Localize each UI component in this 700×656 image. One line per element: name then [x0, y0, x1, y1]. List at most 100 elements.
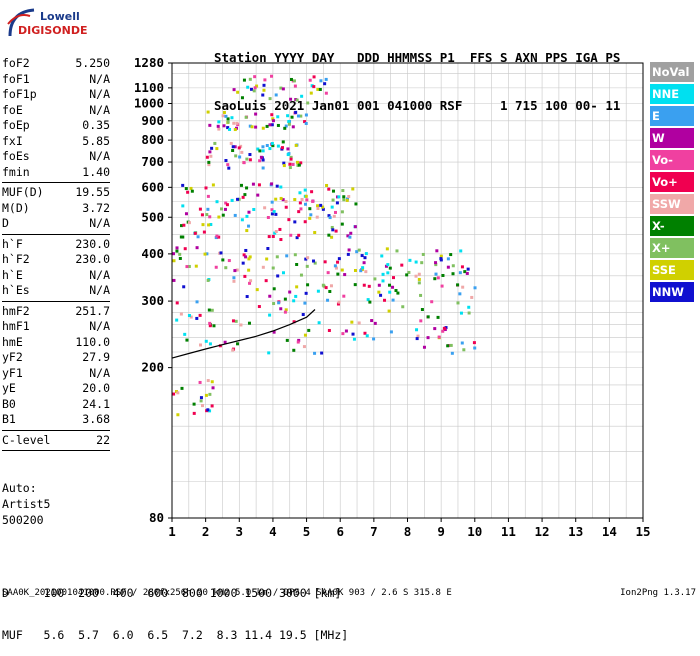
echo-point [223, 207, 227, 211]
echo-point [467, 311, 471, 315]
echo-point [281, 271, 285, 275]
x-tick-label: 4 [269, 524, 277, 539]
param-row: C-level 22 [2, 433, 110, 449]
echo-point [256, 193, 260, 197]
echo-point [301, 313, 305, 317]
echo-point [426, 336, 430, 340]
echo-point [214, 265, 218, 269]
echo-point [300, 94, 304, 98]
param-row: hmF2 251.7 [2, 304, 110, 320]
echo-point [276, 115, 280, 119]
echo-point [270, 212, 274, 216]
echo-point [245, 157, 249, 161]
legend-item-noval: NoVal [650, 62, 694, 82]
echo-point [206, 379, 210, 383]
echo-point [327, 214, 331, 218]
echo-point [388, 290, 392, 294]
echo-point [363, 256, 367, 260]
echo-point [207, 308, 211, 312]
param-label: foE [2, 102, 23, 117]
echo-point [299, 161, 303, 165]
echo-point [272, 210, 276, 214]
echo-point [226, 117, 230, 121]
echo-point [209, 222, 213, 226]
echo-point [217, 120, 221, 124]
echo-point [248, 77, 252, 81]
echo-points [172, 74, 477, 417]
param-value: 24.1 [82, 396, 110, 411]
echo-point [246, 85, 250, 89]
legend-item-ssw: SSW [650, 194, 694, 214]
echo-point [237, 197, 241, 201]
echo-point [257, 183, 261, 187]
echo-point [312, 259, 316, 263]
echo-point [232, 279, 236, 283]
echo-point [282, 164, 286, 168]
echo-point [235, 121, 239, 125]
param-value: N/A [89, 71, 110, 86]
trace-curve [171, 309, 316, 359]
echo-point [345, 198, 349, 202]
echo-point [176, 391, 180, 395]
echo-point [263, 78, 267, 82]
echo-point [224, 201, 228, 205]
logo-arc-icon [7, 8, 35, 37]
echo-point [388, 283, 392, 287]
header-line1: Station YYYY DAY DDD HHMMSS P1 FFS S AXN… [214, 50, 621, 65]
echo-point [250, 125, 254, 129]
echo-point [207, 223, 211, 227]
echo-point [208, 392, 212, 396]
echo-point [347, 248, 351, 252]
echo-point [199, 399, 203, 403]
echo-point [295, 160, 299, 164]
x-tick-label: 7 [370, 524, 378, 539]
echo-point [192, 402, 196, 406]
echo-point [415, 328, 419, 332]
echo-point [275, 255, 279, 259]
echo-point [267, 351, 271, 355]
auto-line3: 500200 [2, 513, 44, 527]
echo-point [271, 266, 275, 270]
echo-point [270, 142, 274, 146]
echo-point [329, 284, 333, 288]
echo-point [223, 340, 227, 344]
echo-point [193, 231, 197, 235]
param-value: 251.7 [75, 303, 110, 318]
echo-point [319, 79, 323, 83]
echo-point [198, 207, 202, 211]
echo-point [227, 259, 231, 263]
legend-item-nnw: NNW [650, 282, 694, 302]
param-value: 5.85 [82, 133, 110, 148]
echo-point [249, 279, 253, 283]
param-row: yF2 27.9 [2, 350, 110, 366]
echo-point [245, 214, 249, 218]
x-tick-label: 2 [202, 524, 210, 539]
echo-point [460, 341, 464, 345]
echo-point [261, 158, 265, 162]
echo-point [238, 155, 242, 159]
echo-point [261, 93, 265, 97]
param-row: M(D) 3.72 [2, 201, 110, 217]
echo-point [405, 273, 409, 277]
chart-grid [171, 63, 644, 518]
echo-point [332, 214, 336, 218]
echo-point [340, 268, 344, 272]
param-label: D [2, 216, 9, 230]
echo-point [212, 324, 216, 328]
param-value: N/A [89, 365, 110, 380]
echo-point [289, 155, 293, 159]
echo-point [247, 321, 251, 325]
echo-point [446, 265, 450, 269]
echo-point [214, 236, 218, 240]
echo-point [210, 404, 214, 408]
echo-point [470, 295, 474, 299]
echo-point [282, 161, 286, 165]
echo-point [187, 314, 191, 318]
echo-point [225, 203, 229, 207]
echo-point [284, 199, 288, 203]
echo-point [229, 141, 233, 145]
param-separator [2, 429, 110, 431]
param-value: 27.9 [82, 350, 110, 364]
echo-point [208, 215, 212, 219]
echo-point [233, 145, 237, 149]
